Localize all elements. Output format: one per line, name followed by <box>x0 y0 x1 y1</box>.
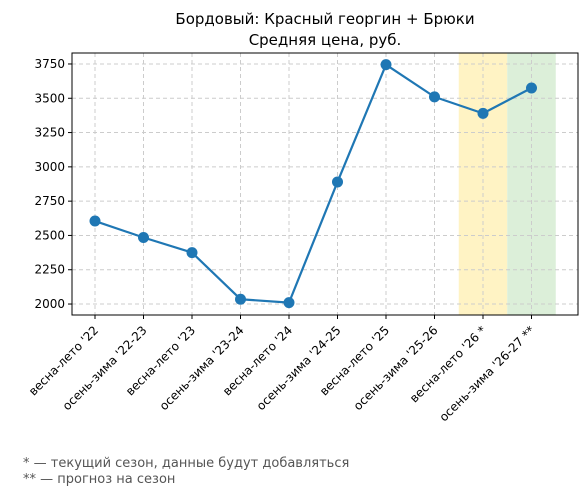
chart-title: Бордовый: Красный георгин + Брюки <box>175 10 474 28</box>
chart-subtitle: Средняя цена, руб. <box>249 31 402 49</box>
y-tick-label: 2500 <box>34 228 65 242</box>
data-point <box>138 231 149 243</box>
footnote-forecast: ** — прогноз на сезон <box>23 472 176 487</box>
data-point <box>89 215 101 227</box>
data-point <box>186 247 198 259</box>
x-tick-label: осень-зима '23-24 <box>157 323 247 413</box>
series-line <box>89 59 537 309</box>
highlight-bands <box>458 53 556 315</box>
x-tick-label: осень-зима '24-25 <box>254 323 344 413</box>
data-point <box>283 297 295 309</box>
data-point <box>380 59 392 71</box>
y-tick-label: 3750 <box>34 57 65 71</box>
x-tick-label: осень-зима '26-27 ** <box>437 323 538 424</box>
y-tick-label: 3500 <box>34 91 65 105</box>
grid-lines <box>72 53 578 315</box>
plot-frame <box>71 52 579 316</box>
series-path <box>94 63 533 304</box>
highlight-band-1 <box>458 53 508 315</box>
x-tick-label: осень-зима '22-23 <box>60 323 150 413</box>
y-tick-label: 2000 <box>34 297 65 311</box>
y-tick-label: 3000 <box>34 160 65 174</box>
y-axis: 2000 2250 2500 2750 3000 3250 3500 3750 <box>34 57 72 311</box>
y-tick-label: 3250 <box>34 126 65 140</box>
data-point <box>477 107 489 119</box>
data-point <box>526 82 537 94</box>
data-point <box>429 91 440 103</box>
y-tick-label: 2250 <box>34 263 65 277</box>
data-point <box>235 293 246 305</box>
x-tick-label: осень-зима '25-26 <box>351 323 441 413</box>
data-point <box>332 176 343 188</box>
footnote-current-season: * — текущий сезон, данные будут добавлят… <box>23 456 350 471</box>
y-tick-label: 2750 <box>34 194 65 208</box>
